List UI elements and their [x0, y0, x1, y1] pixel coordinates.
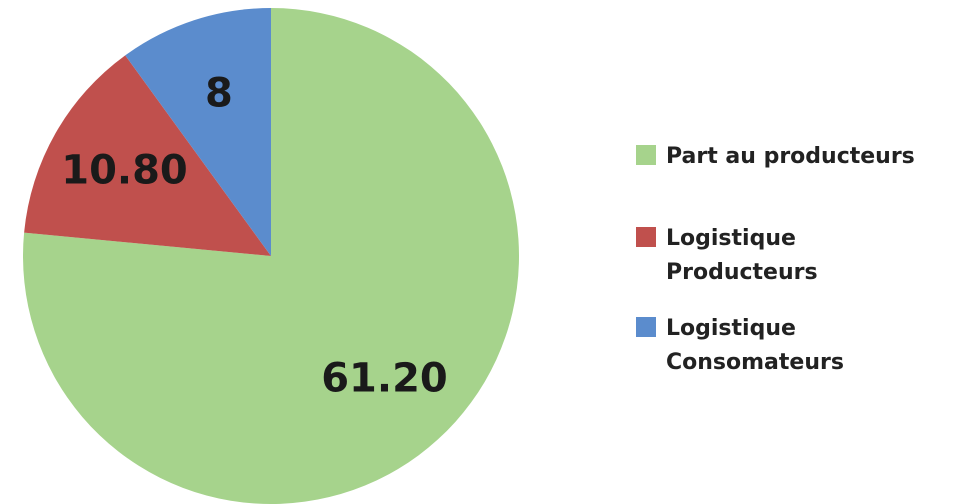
slice-label: 10.80: [61, 147, 188, 193]
legend-swatch: [636, 145, 656, 165]
legend-label: Part au producteurs: [666, 144, 915, 169]
legend-entry: Logistique Producteurs: [636, 222, 966, 290]
pie-slice: [125, 8, 272, 256]
legend-label: Logistique Producteurs: [666, 226, 818, 285]
slice-label: 61.20: [321, 356, 448, 402]
pie-slice: [24, 55, 272, 256]
legend-swatch: [636, 227, 656, 247]
legend-entry: Part au producteurs: [636, 140, 966, 174]
chart: 61.20 10.80 8: [23, 8, 519, 504]
legend: Part au producteurs Logistique Producteur…: [636, 140, 966, 402]
legend-swatch: [636, 317, 656, 337]
pie-slice: [23, 8, 519, 504]
slice-label: 8: [205, 71, 233, 117]
legend-label: Logistique Consomateurs: [666, 316, 844, 375]
legend-entry: Logistique Consomateurs: [636, 312, 966, 380]
